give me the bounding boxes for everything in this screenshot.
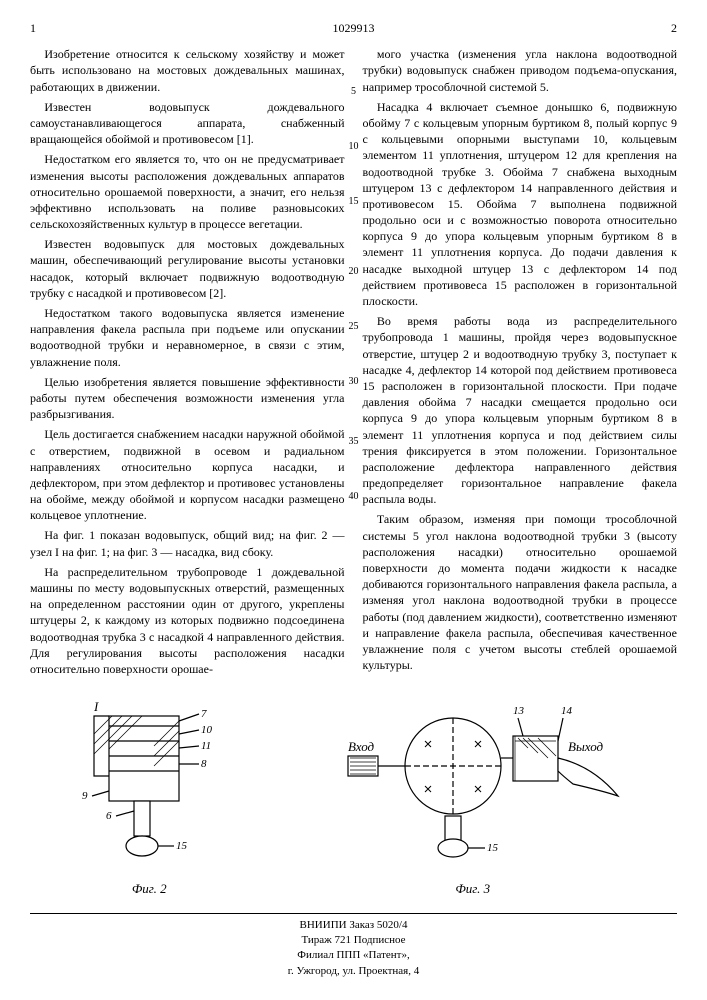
svg-text:I: I — [93, 699, 99, 714]
svg-text:6: 6 — [106, 810, 112, 822]
paragraph: мого участка (изменения угла наклона вод… — [363, 46, 678, 95]
line-number: 5 — [347, 85, 361, 99]
figure-3: Вход Выход 13 — [313, 696, 633, 898]
figure-2: I 7 10 11 8 9 6 15 Фиг. 2 — [74, 696, 224, 898]
line-number: 35 — [347, 435, 361, 449]
svg-text:15: 15 — [176, 840, 188, 852]
paragraph: Во время работы вода из распределительно… — [363, 313, 678, 507]
svg-text:11: 11 — [201, 740, 211, 752]
paragraph: Недостатком такого водовыпуска является … — [30, 305, 345, 370]
fig3-svg: Вход Выход 13 — [313, 696, 633, 876]
paragraph: Насадка 4 включает съемное донышко 6, по… — [363, 99, 678, 309]
paragraph: Таким образом, изменяя при помощи трособ… — [363, 511, 678, 673]
paragraph: Известен водовыпуск для мостовых дождева… — [30, 236, 345, 301]
page-header: 1 1029913 2 — [30, 20, 677, 36]
fig2-svg: I 7 10 11 8 9 6 15 — [74, 696, 224, 876]
footer-line-2: Тираж 721 Подписное — [30, 933, 677, 948]
line-number: 20 — [347, 265, 361, 279]
imprint-footer: ВНИИПИ Заказ 5020/4 Тираж 721 Подписное … — [30, 913, 677, 980]
fig3-label: Фиг. 3 — [313, 880, 633, 898]
svg-text:9: 9 — [82, 790, 88, 802]
svg-text:14: 14 — [561, 705, 573, 717]
patent-number: 1029913 — [36, 20, 671, 36]
paragraph: Цель достигается снабжением насадки нару… — [30, 426, 345, 523]
paragraph: На распределительном трубопроводе 1 дожд… — [30, 564, 345, 677]
svg-text:7: 7 — [201, 708, 207, 720]
footer-line-4: г. Ужгород, ул. Проектная, 4 — [30, 964, 677, 979]
svg-text:10: 10 — [201, 724, 213, 736]
line-number: 25 — [347, 320, 361, 334]
line-number: 15 — [347, 195, 361, 209]
svg-text:Вход: Вход — [348, 739, 375, 754]
paragraph: Целью изобретения является повышение эфф… — [30, 374, 345, 423]
paragraph: Изобретение относится к сельскому хозяйс… — [30, 46, 345, 95]
column-left: Изобретение относится к сельскому хозяйс… — [30, 46, 345, 681]
footer-line-1: ВНИИПИ Заказ 5020/4 — [30, 918, 677, 933]
column-right: мого участка (изменения угла наклона вод… — [363, 46, 678, 681]
svg-text:13: 13 — [513, 705, 525, 717]
fig2-label: Фиг. 2 — [74, 880, 224, 898]
line-number: 40 — [347, 490, 361, 504]
footer-line-3: Филиал ППП «Патент», — [30, 948, 677, 963]
paragraph: Недостатком его является то, что он не п… — [30, 151, 345, 232]
svg-text:8: 8 — [201, 758, 207, 770]
line-number: 10 — [347, 140, 361, 154]
page-num-right: 2 — [671, 20, 677, 36]
svg-text:15: 15 — [487, 842, 499, 854]
line-number: 30 — [347, 375, 361, 389]
figures-row: I 7 10 11 8 9 6 15 Фиг. 2 — [30, 696, 677, 898]
page-content: 1 1029913 2 Изобретение относится к сель… — [30, 20, 677, 979]
paragraph: Известен водовыпуск дождевального самоус… — [30, 99, 345, 148]
svg-text:Выход: Выход — [568, 739, 604, 754]
paragraph: На фиг. 1 показан водовыпуск, общий вид;… — [30, 527, 345, 559]
